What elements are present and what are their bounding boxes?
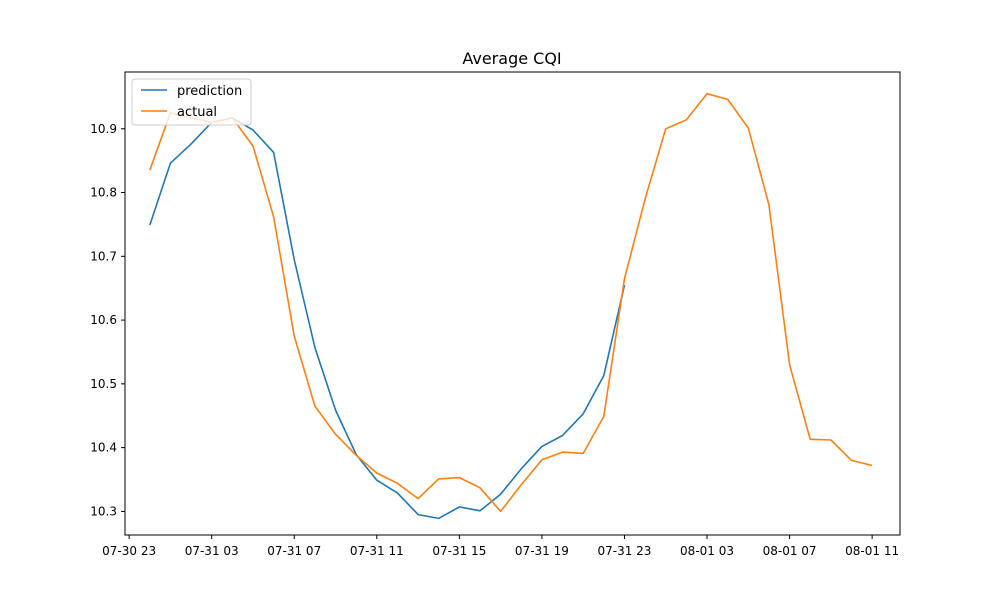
x-tick-label: 08-01 03 [680, 544, 734, 558]
x-tick-label: 07-30 23 [102, 544, 156, 558]
x-tick-label: 08-01 07 [763, 544, 817, 558]
legend-label-actual: actual [177, 105, 217, 120]
x-tick-label: 07-31 23 [597, 544, 651, 558]
y-tick-label: 10.5 [90, 377, 117, 391]
y-tick-label: 10.3 [90, 504, 117, 518]
plot-layer [149, 92, 873, 520]
x-tick-label: 07-31 15 [432, 544, 486, 558]
series-line-actual [149, 92, 873, 513]
plot-frame [124, 71, 901, 536]
x-tick-label: 07-31 19 [515, 544, 569, 558]
series-line-prediction [149, 117, 626, 520]
x-tick-label: 07-31 03 [185, 544, 239, 558]
y-tick-label: 10.4 [90, 441, 117, 455]
legend-label-prediction: prediction [177, 84, 242, 99]
x-tick-label: 07-31 11 [350, 544, 404, 558]
x-tick-label: 07-31 07 [267, 544, 321, 558]
y-tick-label: 10.9 [90, 122, 117, 136]
legend: prediction actual [131, 78, 252, 126]
axis-layer: 07-30 23 07-31 03 07-31 07 07-31 11 07-31 15… [90, 122, 899, 558]
chart-title: Average CQI [462, 49, 561, 68]
y-tick-label: 10.6 [90, 313, 117, 327]
x-tick-label: 08-01 11 [845, 544, 899, 558]
y-tick-label: 10.7 [90, 249, 117, 263]
y-tick-label: 10.8 [90, 186, 117, 200]
